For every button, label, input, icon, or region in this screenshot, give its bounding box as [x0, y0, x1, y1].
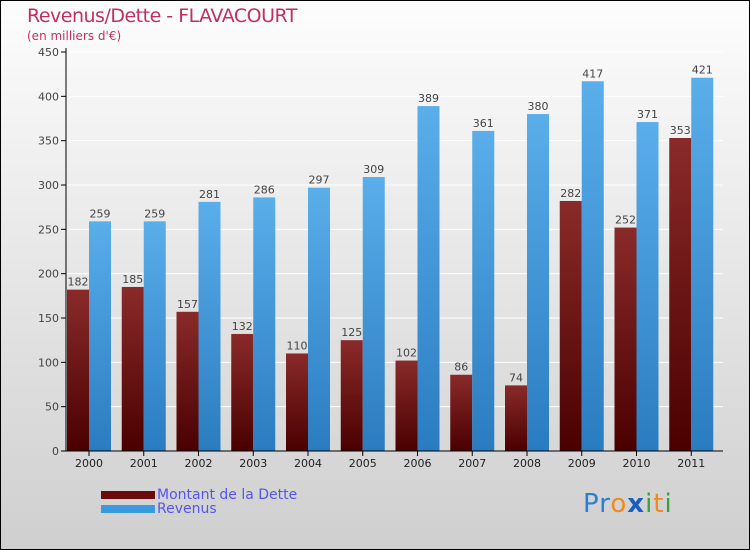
legend-swatch-dette	[101, 491, 155, 499]
data-label: 297	[309, 174, 330, 187]
y-tick-label: 450	[38, 46, 59, 59]
y-tick-label: 200	[38, 268, 59, 281]
data-label: 421	[692, 64, 713, 77]
data-label: 371	[637, 108, 658, 121]
chart-subtitle: (en milliers d'€)	[27, 29, 122, 43]
data-label: 132	[232, 320, 253, 333]
bar-dette	[121, 286, 144, 451]
x-tick-label: 2001	[130, 457, 158, 470]
y-tick-label: 250	[38, 223, 59, 236]
bar-revenus	[691, 77, 714, 452]
data-label: 361	[473, 117, 494, 130]
bar-dette	[67, 289, 89, 451]
bar-revenus	[143, 221, 166, 451]
data-label: 74	[509, 371, 523, 384]
y-tick-label: 50	[45, 401, 59, 414]
bar-revenus	[581, 81, 604, 451]
data-label: 110	[287, 339, 308, 352]
bar-revenus	[636, 122, 659, 452]
bar-dette	[395, 360, 418, 451]
bar-dette	[559, 200, 582, 451]
bar-dette	[450, 374, 473, 451]
x-tick-label: 2010	[623, 457, 651, 470]
bar-dette	[614, 227, 637, 451]
data-label: 185	[122, 273, 143, 286]
bar-dette	[176, 311, 199, 451]
data-label: 282	[560, 187, 581, 200]
data-label: 102	[396, 347, 417, 360]
bar-dette	[286, 353, 308, 451]
bar-revenus	[527, 114, 549, 452]
data-label: 309	[363, 163, 384, 176]
bar-revenus	[253, 197, 276, 451]
data-label: 182	[68, 276, 89, 289]
x-tick-label: 2002	[185, 457, 213, 470]
data-label: 281	[199, 188, 220, 201]
data-label: 286	[254, 183, 275, 196]
x-tick-label: 2004	[294, 457, 322, 470]
bar-revenus	[417, 106, 440, 451]
legend-label: Revenus	[157, 501, 217, 517]
data-label: 389	[418, 92, 439, 105]
data-label: 125	[341, 326, 362, 339]
y-tick-label: 100	[38, 356, 59, 369]
bar-dette	[231, 333, 254, 451]
y-tick-label: 150	[38, 312, 59, 325]
bar-revenus	[198, 201, 221, 451]
data-label: 417	[582, 67, 603, 80]
y-tick-label: 400	[38, 90, 59, 103]
x-tick-label: 2007	[458, 457, 486, 470]
data-label: 353	[670, 124, 691, 137]
x-tick-label: 2005	[349, 457, 377, 470]
x-tick-label: 2008	[513, 457, 541, 470]
data-label: 380	[528, 100, 549, 113]
y-tick-label: 0	[52, 445, 59, 458]
legend-item-revenus: Revenus	[101, 501, 217, 517]
legend-swatch-revenus	[101, 505, 155, 513]
bar-dette	[669, 138, 692, 452]
data-label: 259	[144, 207, 165, 220]
bar-dette	[340, 340, 363, 451]
x-tick-label: 2009	[568, 457, 596, 470]
x-tick-label: 2006	[404, 457, 432, 470]
bar-revenus	[362, 177, 385, 451]
x-tick-label: 2000	[75, 457, 103, 470]
data-label: 157	[177, 298, 198, 311]
x-tick-label: 2011	[677, 457, 705, 470]
bar-revenus	[89, 221, 111, 451]
x-tick-label: 2003	[239, 457, 267, 470]
data-label: 259	[90, 207, 111, 220]
legend-item-dette: Montant de la Dette	[101, 487, 297, 503]
y-tick-label: 300	[38, 179, 59, 192]
bar-revenus	[472, 130, 495, 451]
legend-label: Montant de la Dette	[157, 487, 298, 503]
data-label: 86	[454, 361, 468, 374]
bar-revenus	[308, 187, 330, 451]
chart-title: Revenus/Dette - FLAVACOURT	[27, 5, 297, 27]
y-tick-label: 350	[38, 135, 59, 148]
proxiti-logo: Proxiti	[583, 489, 673, 519]
data-label: 252	[615, 214, 636, 227]
bar-dette	[505, 385, 527, 451]
